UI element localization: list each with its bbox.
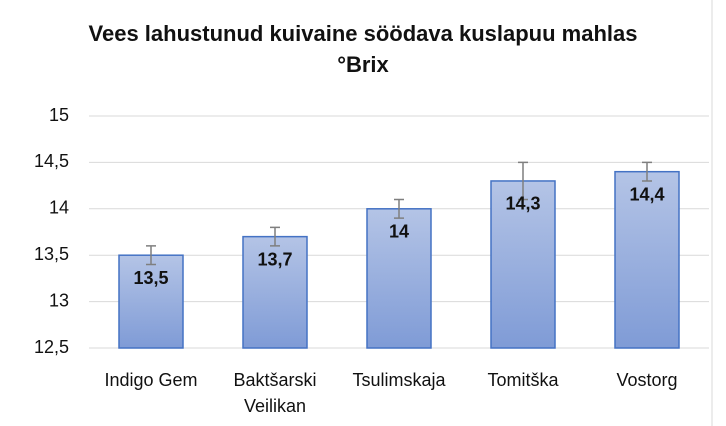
x-tick-label: Vostorg [616, 370, 678, 390]
bar [118, 254, 184, 349]
error-bar [270, 226, 280, 247]
y-tick-label: 14,5 [34, 151, 69, 171]
x-tick-label: Tsulimskaja [352, 370, 446, 390]
value-label: 14,4 [629, 184, 664, 204]
error-bar [642, 161, 652, 182]
value-label: 14,3 [505, 194, 540, 214]
y-tick-label: 14 [49, 198, 69, 218]
bar [490, 180, 556, 349]
bar [614, 170, 680, 349]
y-tick-label: 13,5 [34, 244, 69, 264]
x-tick-label: Indigo Gem [104, 370, 198, 390]
error-bar [394, 198, 404, 219]
error-bar [146, 245, 156, 266]
x-tick-label: Tomitška [487, 370, 559, 390]
y-tick-label: 12,5 [34, 337, 69, 357]
y-tick-label: 13 [49, 290, 69, 310]
chart-title: Vees lahustunud kuivaine söödava kuslapu… [88, 21, 638, 77]
value-label: 13,7 [257, 249, 292, 269]
error-bar [518, 161, 528, 201]
value-label: 14 [389, 222, 409, 242]
value-label: 13,5 [133, 268, 168, 288]
y-tick-label: 15 [49, 105, 69, 125]
x-tick-label: Baktšarski Veilikan [233, 370, 317, 416]
bar [242, 235, 308, 349]
